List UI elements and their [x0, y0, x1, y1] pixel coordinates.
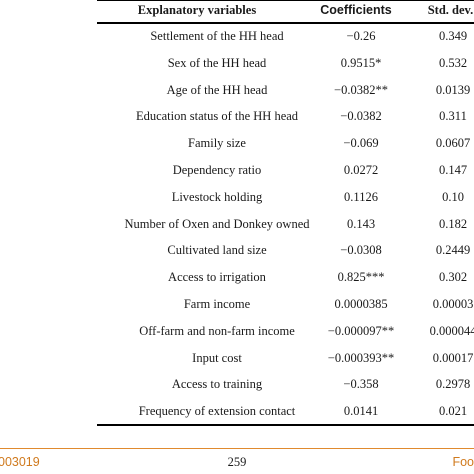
- table-row: Settlement of the HH head −0.26 0.349: [97, 23, 474, 50]
- table-bottom-rule: [97, 424, 474, 426]
- cell-coefficient: 0.0000385: [334, 296, 388, 311]
- cell-variable: Farm income: [183, 296, 251, 311]
- cell-std-dev: 0.0139: [435, 82, 471, 97]
- table-row: Age of the HH head −0.0382** 0.0139: [97, 77, 474, 104]
- cell-variable: Number of Oxen and Donkey owned: [124, 216, 310, 231]
- cell-std-dev: 0.0607: [435, 136, 471, 151]
- header-std-dev: Std. dev.: [427, 3, 474, 17]
- footer-rule: [0, 448, 474, 449]
- cell-coefficient: −0.0382: [340, 109, 382, 124]
- table-header-row: Explanatory variables Coefficients Std. …: [97, 0, 474, 22]
- cell-coefficient: −0.0308: [340, 243, 382, 258]
- cell-std-dev: 0.000044: [429, 323, 474, 338]
- table-row: Number of Oxen and Donkey owned 0.143 0.18…: [97, 211, 474, 238]
- table-body: Settlement of the HH head −0.26 0.349 Sex o…: [97, 23, 474, 425]
- cell-coefficient: 0.0141: [343, 404, 379, 419]
- cell-coefficient: 0.1126: [344, 189, 378, 204]
- cell-coefficient: 0.0272: [343, 162, 379, 177]
- cell-coefficient: −0.358: [343, 377, 379, 392]
- cell-variable: Off-farm and non-farm income: [139, 323, 295, 338]
- cell-variable: Education status of the HH head: [135, 109, 299, 124]
- table-top-rule: [97, 0, 474, 1]
- cell-variable: Access to training: [171, 377, 263, 392]
- page-number: 259: [227, 455, 247, 469]
- cell-coefficient: 0.9515*: [340, 55, 382, 70]
- cell-std-dev: 0.00003: [432, 296, 474, 311]
- cell-std-dev: 0.302: [438, 270, 468, 285]
- header-rule: [97, 22, 474, 24]
- header-explanatory-variables: Explanatory variables: [137, 3, 257, 17]
- table-row: Family size −0.069 0.0607: [97, 130, 474, 157]
- table-row: Farm income 0.0000385 0.00003: [97, 291, 474, 318]
- cell-variable: Livestock holding: [171, 189, 263, 204]
- cell-coefficient: −0.26: [346, 29, 376, 43]
- cell-variable: Settlement of the HH head: [150, 29, 284, 43]
- cell-variable: Age of the HH head: [166, 82, 268, 97]
- table-row: Education status of the HH head −0.0382 0.…: [97, 103, 474, 130]
- cell-coefficient: −0.0382**: [334, 82, 388, 97]
- cell-variable: Frequency of extension contact: [138, 404, 296, 419]
- cell-std-dev: 0.021: [438, 404, 468, 419]
- journal-name-fragment: Foo: [452, 455, 474, 469]
- cell-variable: Cultivated land size: [167, 243, 267, 258]
- table-row: Dependency ratio 0.0272 0.147: [97, 157, 474, 184]
- cell-std-dev: 0.182: [438, 216, 468, 231]
- cell-coefficient: 0.143: [346, 216, 376, 231]
- cell-variable: Family size: [188, 136, 246, 151]
- cell-coefficient: 0.825***: [337, 270, 385, 285]
- table-row: Access to irrigation 0.825*** 0.302: [97, 264, 474, 291]
- doi-fragment: 003019: [0, 455, 40, 469]
- cell-std-dev: 0.147: [438, 162, 468, 177]
- cell-std-dev: 0.311: [439, 109, 467, 124]
- cell-std-dev: 0.2449: [435, 243, 471, 258]
- header-coefficients: Coefficients: [320, 3, 392, 17]
- table-row: Input cost −0.000393** 0.00017: [97, 345, 474, 372]
- table-row: Off-farm and non-farm income −0.000097** 0…: [97, 318, 474, 345]
- cell-std-dev: 0.00017: [432, 350, 474, 365]
- cell-std-dev: 0.10: [442, 189, 464, 204]
- cell-variable: Dependency ratio: [172, 162, 262, 177]
- cell-coefficient: −0.000097**: [327, 323, 395, 338]
- table-row: Frequency of extension contact 0.0141 0.02…: [97, 398, 474, 425]
- cell-std-dev: 0.532: [438, 55, 468, 70]
- table-row: Access to training −0.358 0.2978: [97, 371, 474, 398]
- cell-std-dev: 0.2978: [435, 377, 471, 392]
- cell-std-dev: 0.349: [438, 29, 468, 43]
- table-row: Livestock holding 0.1126 0.10: [97, 184, 474, 211]
- cell-variable: Access to irrigation: [168, 270, 266, 285]
- page-footer: 003019 259 Foo: [0, 455, 474, 474]
- cell-variable: Input cost: [192, 350, 242, 365]
- cell-variable: Sex of the HH head: [167, 55, 267, 70]
- table-row: Sex of the HH head 0.9515* 0.532: [97, 50, 474, 77]
- cell-coefficient: −0.000393**: [327, 350, 395, 365]
- table-row: Cultivated land size −0.0308 0.2449: [97, 237, 474, 264]
- cell-coefficient: −0.069: [343, 136, 379, 151]
